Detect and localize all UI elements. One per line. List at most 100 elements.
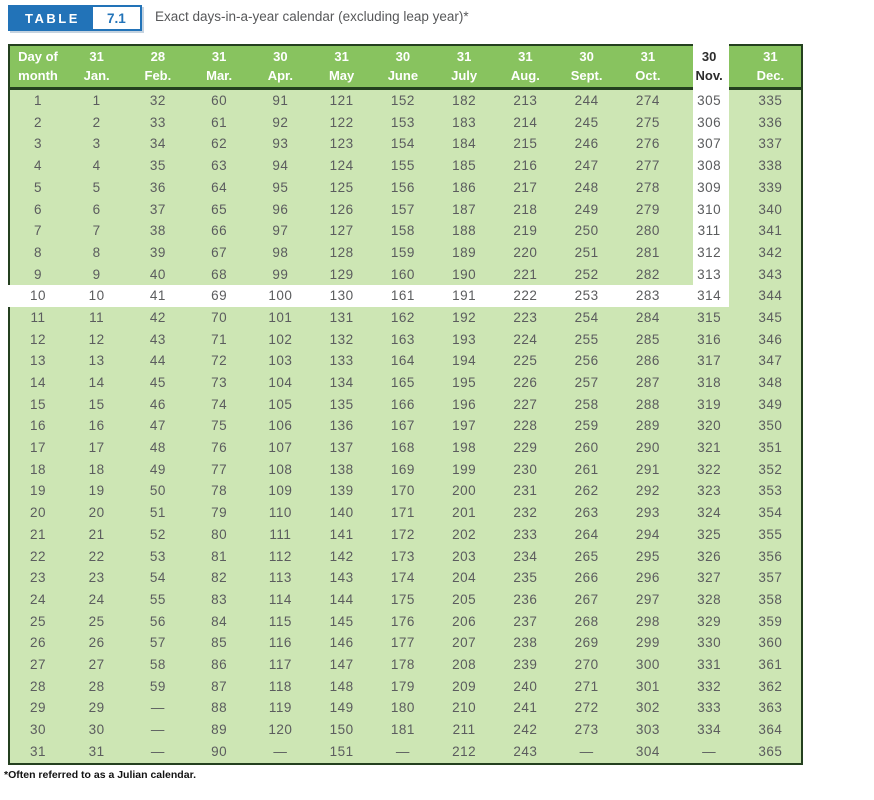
- table-cell: 293: [635, 505, 660, 521]
- table-cell: 312: [697, 244, 722, 260]
- table-cell: 82: [211, 570, 228, 586]
- table-cell: 146: [329, 635, 354, 651]
- table-cell: 103: [268, 353, 293, 369]
- table-cell: 12: [29, 331, 47, 347]
- table-cell: 174: [390, 570, 415, 586]
- table-cell: 43: [149, 331, 166, 347]
- table-cell: 344: [758, 288, 783, 304]
- table-body-background: [8, 44, 803, 765]
- table-cell: 296: [635, 570, 660, 586]
- table-cell: 229: [513, 440, 538, 456]
- table-cell: 333: [697, 700, 722, 716]
- table-cell: 239: [513, 656, 538, 672]
- table-cell: 37: [149, 201, 166, 217]
- table-cell: 158: [390, 223, 415, 239]
- table-cell: 301: [635, 678, 660, 694]
- table-cell: 63: [211, 158, 228, 174]
- table-cell: 104: [268, 375, 293, 391]
- table-cell: 225: [513, 353, 538, 369]
- table-cell: 22: [88, 548, 105, 564]
- table-cell: 117: [268, 656, 292, 672]
- table-cell: 17: [88, 440, 105, 456]
- table-cell: 328: [697, 591, 722, 607]
- table-cell: 21: [88, 526, 105, 542]
- table-cell: 42: [149, 309, 166, 325]
- table-cell: 272: [574, 700, 599, 716]
- table-cell: 216: [513, 158, 538, 174]
- table-cell: 38: [149, 223, 166, 239]
- table-cell: 362: [758, 678, 783, 694]
- table-cell: 48: [149, 440, 166, 456]
- table-cell: 170: [390, 483, 415, 499]
- table-cell: 361: [758, 656, 783, 672]
- table-cell: 194: [452, 353, 477, 369]
- table-cell: 18: [29, 461, 47, 477]
- table-cell: —: [579, 743, 594, 759]
- table-cell: 233: [513, 526, 538, 542]
- table-cell: 7: [33, 223, 42, 239]
- table-cell: 142: [329, 548, 354, 564]
- table-cell: 295: [635, 548, 660, 564]
- table-cell: 231: [513, 483, 538, 499]
- table-cell: 248: [574, 179, 599, 195]
- table-cell: 189: [452, 244, 477, 260]
- table-cell: 336: [758, 114, 783, 130]
- column-header-july: 31 July: [451, 48, 478, 83]
- table-cell: 267: [574, 591, 599, 607]
- table-cell: 185: [452, 158, 477, 174]
- table-cell: 80: [211, 526, 228, 542]
- table-cell: 169: [390, 461, 415, 477]
- table-cell: 325: [697, 526, 722, 542]
- table-cell: 136: [329, 418, 354, 434]
- table-cell: 187: [452, 201, 477, 217]
- table-cell: 224: [513, 331, 538, 347]
- table-cell: 182: [452, 93, 477, 109]
- table-cell: 147: [329, 656, 354, 672]
- table-cell: 305: [697, 93, 722, 109]
- table-cell: 230: [513, 461, 538, 477]
- table-cell: 26: [29, 635, 47, 651]
- table-cell: 196: [452, 396, 477, 412]
- table-cell: 88: [211, 700, 228, 716]
- table-cell: 11: [89, 309, 105, 325]
- table-cell: 16: [88, 418, 105, 434]
- table-cell: 211: [452, 722, 476, 738]
- table-cell: 156: [390, 179, 415, 195]
- table-cell: 358: [758, 591, 783, 607]
- table-cell: 299: [635, 635, 660, 651]
- table-cell: 32: [149, 93, 166, 109]
- table-cell: 69: [211, 288, 228, 304]
- table-cell: 329: [697, 613, 722, 629]
- table-cell: 236: [513, 591, 538, 607]
- table-cell: 9: [92, 266, 101, 282]
- table-cell: 13: [88, 353, 105, 369]
- table-cell: 343: [758, 266, 783, 282]
- table-cell: 321: [697, 440, 722, 456]
- table-cell: 210: [452, 700, 477, 716]
- table-cell: 23: [88, 570, 105, 586]
- table-cell: 133: [329, 353, 354, 369]
- table-cell: 145: [329, 613, 354, 629]
- table-cell: 284: [635, 309, 660, 325]
- table-cell: 238: [513, 635, 538, 651]
- table-cell: 241: [513, 700, 538, 716]
- table-cell: 254: [574, 309, 599, 325]
- table-cell: 338: [758, 158, 783, 174]
- table-cell: 124: [329, 158, 354, 174]
- table-cell: 308: [697, 158, 722, 174]
- table-cell: 264: [574, 526, 599, 542]
- table-cell: 213: [513, 93, 538, 109]
- table-cell: 122: [329, 114, 354, 130]
- table-cell: 253: [574, 288, 599, 304]
- table-cell: 24: [88, 591, 105, 607]
- table-cell: 68: [211, 266, 228, 282]
- table-cell: 274: [635, 93, 660, 109]
- table-cell: 356: [758, 548, 783, 564]
- table-cell: 100: [268, 288, 293, 304]
- table-cell: 172: [390, 526, 415, 542]
- table-cell: 60: [211, 93, 228, 109]
- table-cell: 31: [29, 743, 47, 759]
- table-cell: 15: [88, 396, 105, 412]
- table-cell: 85: [211, 635, 228, 651]
- table-cell: 23: [29, 570, 47, 586]
